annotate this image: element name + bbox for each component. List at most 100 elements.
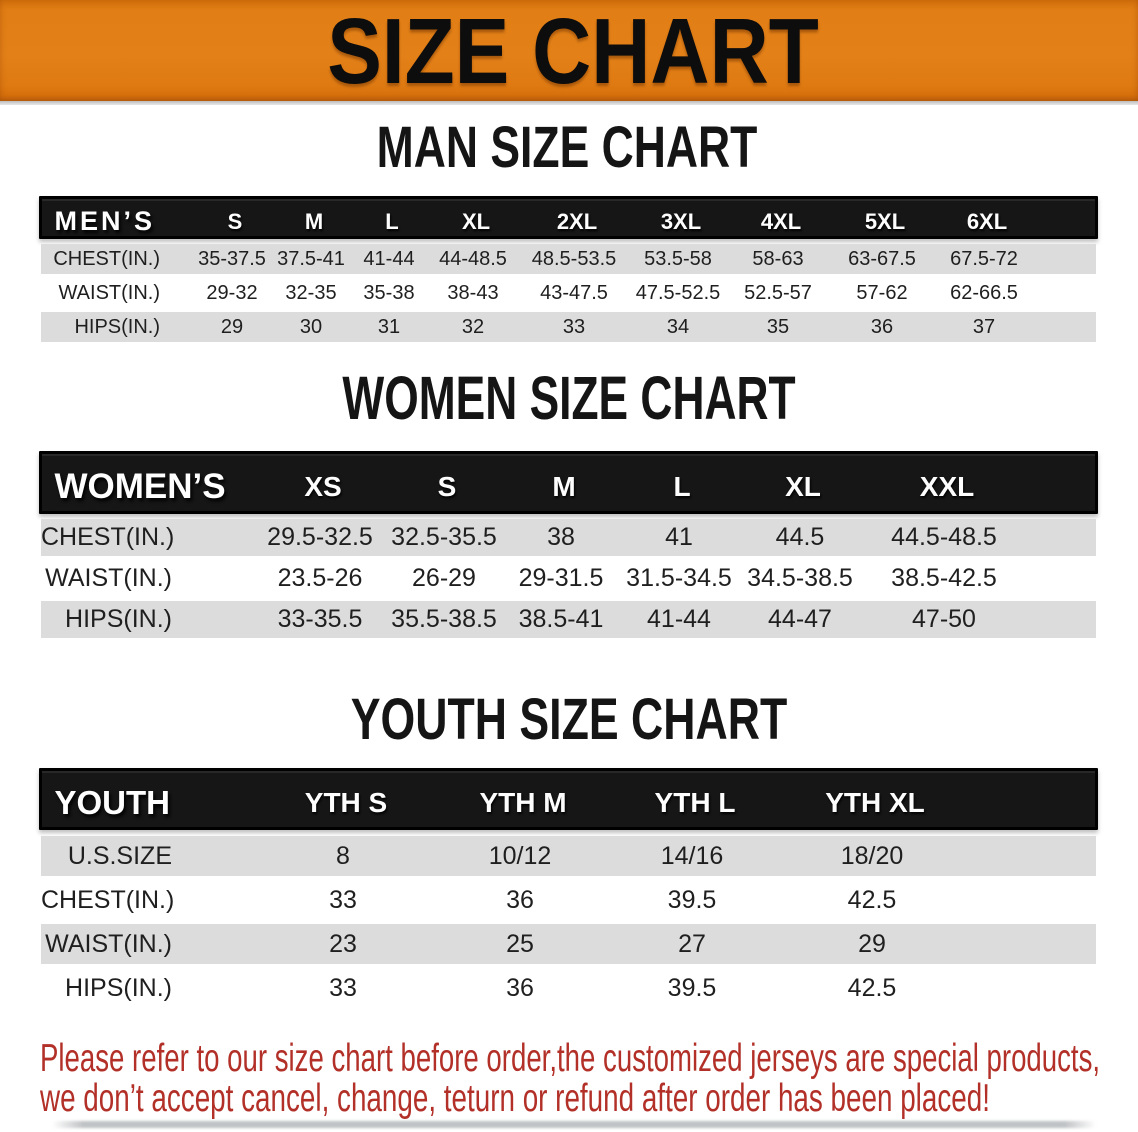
youth-cell-0-1: 10/12 xyxy=(488,842,552,870)
youth-table-row-0: U.S.SIZE 8 10/12 14/16 18/20 xyxy=(41,836,1096,876)
women-row-label-2: HIPS(IN.) xyxy=(65,605,172,633)
men-row-label-2: HIPS(IN.) xyxy=(74,316,160,339)
women-cell-1-5: 38.5-42.5 xyxy=(891,564,997,592)
bottom-strip xyxy=(52,1121,1096,1128)
men-cell-2-2: 31 xyxy=(377,316,401,339)
women-cell-1-3: 31.5-34.5 xyxy=(626,564,732,592)
youth-table-row-2: WAIST(IN.) 23 25 27 29 xyxy=(41,924,1096,964)
women-row-label-1: WAIST(IN.) xyxy=(45,564,172,592)
women-cell-0-0: 29.5-32.5 xyxy=(267,523,373,551)
men-cell-2-1: 30 xyxy=(299,316,323,339)
men-cell-1-4: 43-47.5 xyxy=(540,281,608,304)
men-cell-1-5: 47.5-52.5 xyxy=(635,281,721,304)
youth-row-label-1: CHEST(IN.) xyxy=(41,886,175,914)
youth-row-label-0: U.S.SIZE xyxy=(67,842,172,870)
women-cell-2-1: 35.5-38.5 xyxy=(391,605,497,633)
men-cell-2-3: 32 xyxy=(461,316,485,339)
women-size-col-3: L xyxy=(673,471,691,502)
youth-size-col-3: YTH XL xyxy=(825,787,925,818)
men-cell-0-4: 48.5-53.5 xyxy=(531,247,617,270)
women-cell-0-2: 38 xyxy=(547,523,575,551)
men-cell-2-6: 35 xyxy=(766,316,790,339)
youth-cell-3-3: 42.5 xyxy=(847,974,897,1002)
youth-cell-3-2: 39.5 xyxy=(667,974,717,1002)
men-cell-1-6: 52.5-57 xyxy=(744,281,812,304)
youth-cell-0-2: 14/16 xyxy=(660,842,724,870)
men-cell-2-7: 36 xyxy=(870,316,894,339)
men-cell-0-8: 67.5-72 xyxy=(950,247,1018,270)
youth-table-row-3: HIPS(IN.) 33 36 39.5 42.5 xyxy=(41,968,1096,1008)
women-size-col-2: M xyxy=(552,471,576,502)
men-cell-2-8: 37 xyxy=(972,316,996,339)
women-cell-2-2: 38.5-41 xyxy=(518,605,604,633)
men-cell-0-1: 37.5-41 xyxy=(277,247,345,270)
women-cell-1-0: 23.5-26 xyxy=(277,564,363,592)
men-row-label-0: CHEST(IN.) xyxy=(53,247,160,270)
women-table-title: WOMEN’S xyxy=(54,467,226,506)
men-size-col-6: 4XL xyxy=(760,209,802,234)
women-cell-0-1: 32.5-35.5 xyxy=(391,523,497,551)
men-table-row-1: WAIST(IN.) 29-32 32-35 35-38 38-43 43-47… xyxy=(41,277,1096,309)
youth-cell-2-1: 25 xyxy=(506,930,534,958)
youth-cell-3-1: 36 xyxy=(506,974,534,1002)
men-cell-2-0: 29 xyxy=(220,316,244,339)
men-cell-1-3: 38-43 xyxy=(447,281,499,304)
men-cell-1-7: 57-62 xyxy=(856,281,908,304)
men-cell-0-2: 41-44 xyxy=(363,247,415,270)
men-cell-0-7: 63-67.5 xyxy=(848,247,916,270)
youth-cell-2-0: 23 xyxy=(329,930,357,958)
youth-row-label-3: HIPS(IN.) xyxy=(65,974,172,1002)
women-cell-2-4: 44-47 xyxy=(768,605,832,633)
footnote-line-1: Please refer to our size chart before or… xyxy=(40,1037,1101,1080)
men-cell-1-0: 29-32 xyxy=(206,281,258,304)
men-size-col-2: L xyxy=(385,209,399,234)
women-cell-2-3: 41-44 xyxy=(647,605,711,633)
men-cell-1-2: 35-38 xyxy=(363,281,415,304)
women-cell-1-4: 34.5-38.5 xyxy=(747,564,853,592)
women-cell-0-4: 44.5 xyxy=(775,523,825,551)
youth-table-header-bar: YOUTH YTH S YTH M YTH L YTH XL xyxy=(38,768,1098,830)
men-table-row-2: HIPS(IN.) 29 30 31 32 33 34 35 36 37 xyxy=(41,312,1096,343)
women-table-row-2: HIPS(IN.) 33-35.5 35.5-38.5 38.5-41 41-4… xyxy=(41,601,1096,638)
women-size-col-0: XS xyxy=(304,471,342,502)
youth-cell-2-3: 29 xyxy=(858,930,886,958)
men-row-label-1: WAIST(IN.) xyxy=(58,281,160,304)
women-cell-0-5: 44.5-48.5 xyxy=(891,523,997,551)
women-size-col-1: S xyxy=(437,471,457,502)
women-section-heading: WOMEN SIZE CHART xyxy=(342,364,796,433)
youth-cell-1-0: 33 xyxy=(329,886,357,914)
women-row-label-0: CHEST(IN.) xyxy=(41,523,175,551)
youth-table-title: YOUTH xyxy=(54,784,171,821)
women-cell-2-0: 33-35.5 xyxy=(277,605,363,633)
youth-cell-1-2: 39.5 xyxy=(667,886,717,914)
men-cell-0-6: 58-63 xyxy=(752,247,804,270)
youth-cell-3-0: 33 xyxy=(329,974,357,1002)
men-size-col-4: 2XL xyxy=(556,209,598,234)
page-title: SIZE CHART xyxy=(327,0,819,103)
youth-size-col-1: YTH M xyxy=(479,787,567,818)
men-cell-0-5: 53.5-58 xyxy=(644,247,712,270)
banner-underline xyxy=(0,101,1138,105)
women-cell-2-5: 47-50 xyxy=(912,605,976,633)
men-table-title: MEN’S xyxy=(54,206,156,236)
women-cell-0-3: 41 xyxy=(665,523,693,551)
women-table-row-1: WAIST(IN.) 23.5-26 26-29 29-31.5 31.5-34… xyxy=(41,560,1096,597)
men-size-col-1: M xyxy=(304,209,324,234)
men-cell-0-3: 44-48.5 xyxy=(439,247,507,270)
youth-cell-0-3: 18/20 xyxy=(840,842,904,870)
youth-cell-1-1: 36 xyxy=(506,886,534,914)
men-table-header-bar: MEN’S S M L XL 2XL 3XL 4XL 5XL 6XL xyxy=(38,196,1098,239)
men-size-col-5: 3XL xyxy=(660,209,702,234)
youth-cell-2-2: 27 xyxy=(678,930,706,958)
women-cell-1-1: 26-29 xyxy=(412,564,476,592)
youth-row-label-2: WAIST(IN.) xyxy=(45,930,172,958)
men-cell-1-8: 62-66.5 xyxy=(950,281,1018,304)
banner xyxy=(0,0,1138,101)
men-cell-0-0: 35-37.5 xyxy=(198,247,266,270)
men-cell-2-5: 34 xyxy=(666,316,690,339)
men-section-heading: MAN SIZE CHART xyxy=(376,115,758,180)
youth-size-col-2: YTH L xyxy=(654,787,736,818)
men-size-col-0: S xyxy=(227,209,243,234)
women-size-col-5: XXL xyxy=(919,471,975,502)
